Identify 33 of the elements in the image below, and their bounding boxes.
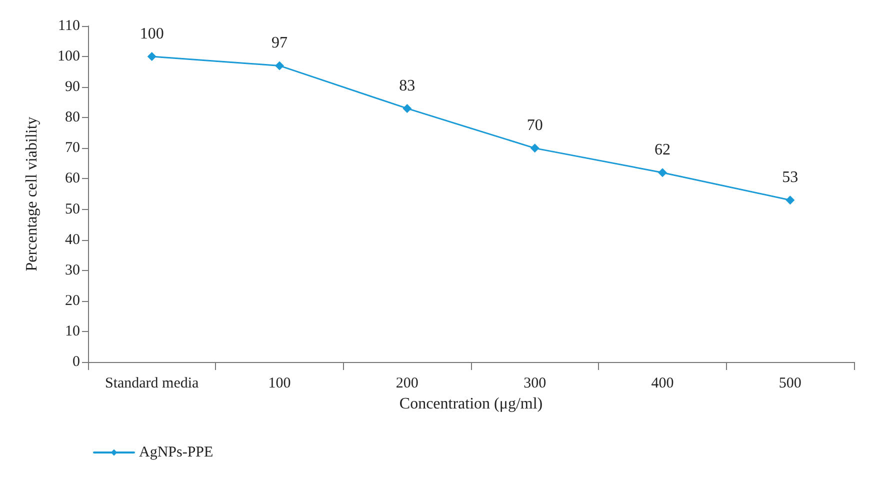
point (147, 52, 156, 62)
y-tick-label: 10 (65, 323, 80, 340)
y-tick-label: 90 (65, 79, 80, 96)
point (275, 61, 284, 70)
y-axis-title: Percentage cell viability (24, 116, 40, 272)
x-tick-label: 200 (396, 376, 418, 392)
y-tick-label: 20 (65, 292, 80, 309)
y-tick-label: 0 (72, 354, 80, 370)
x-tick-label: 300 (524, 376, 546, 392)
data-label: 100 (140, 26, 164, 43)
y-tick-label: 60 (65, 170, 80, 187)
point (658, 168, 667, 178)
legend-label: AgNPs-PPE (139, 444, 214, 460)
data-label: 62 (654, 142, 670, 159)
y-tick-label: 80 (65, 110, 80, 126)
data-label: 97 (272, 34, 288, 52)
data-label: 53 (782, 169, 798, 186)
x-tick-label: Standard media (104, 376, 200, 392)
point (786, 196, 795, 205)
x-axis-title: Concentration (μg/ml) (399, 395, 543, 412)
point (530, 144, 540, 153)
point (402, 104, 412, 113)
x-tick-label: 400 (651, 376, 674, 392)
y-tick-label: 70 (65, 140, 80, 156)
y-tick-label: 50 (65, 201, 80, 218)
y-tick-label: 30 (65, 262, 80, 278)
data-label: 83 (399, 77, 416, 94)
y-tick-label: 100 (58, 48, 80, 65)
x-tick-label: 100 (268, 376, 291, 392)
x-tick-label: 500 (778, 376, 802, 392)
data-label: 70 (526, 117, 543, 134)
y-tick-label: 110 (58, 18, 80, 34)
y-tick-label: 40 (65, 232, 80, 248)
